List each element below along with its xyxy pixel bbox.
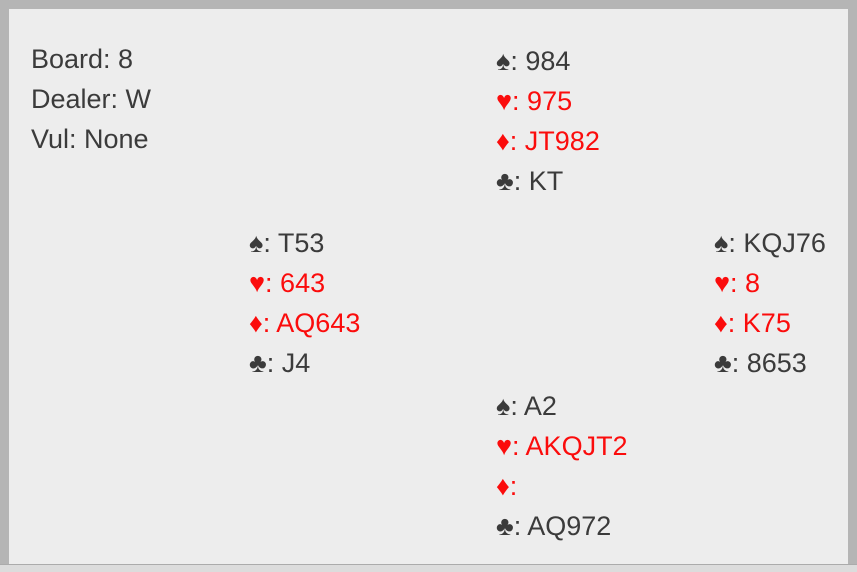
club-icon: ♣ (249, 348, 267, 378)
east-club-cards: 8653 (746, 348, 807, 378)
south-spades-line: ♠: A2 (496, 386, 628, 426)
board-number: Board: 8 (31, 44, 134, 74)
hand-east: ♠: KQJ76 ♥: 8 ♦: K75 ♣: 8653 (714, 223, 826, 383)
suit-separator: : (728, 228, 744, 258)
north-clubs-line: ♣: KT (496, 161, 600, 201)
suit-separator: : (730, 268, 746, 298)
suit-separator: : (265, 268, 281, 298)
spade-icon: ♠ (496, 46, 511, 76)
suit-separator: : (512, 431, 526, 461)
west-diamond-cards: AQ643 (276, 308, 361, 338)
suit-separator: : (513, 511, 528, 541)
west-clubs-line: ♣: J4 (249, 343, 360, 383)
hand-west: ♠: T53 ♥: 643 ♦: AQ643 ♣: J4 (249, 223, 360, 383)
north-heart-cards: 975 (527, 86, 573, 116)
club-icon: ♣ (714, 348, 732, 378)
north-hearts-line: ♥: 975 (496, 81, 600, 121)
south-club-cards: AQ972 (527, 511, 612, 541)
spade-icon: ♠ (249, 228, 264, 258)
hand-north: ♠: 984 ♥: 975 ♦: JT982 ♣: KT (496, 41, 600, 201)
east-spades-line: ♠: KQJ76 (714, 223, 826, 263)
suit-separator: : (509, 126, 525, 156)
north-spades-line: ♠: 984 (496, 41, 600, 81)
suit-separator: : (266, 348, 282, 378)
north-club-cards: KT (528, 166, 564, 196)
suit-separator: : (512, 86, 528, 116)
board-info: Board: 8 Dealer: W Vul: None (31, 39, 151, 159)
west-hearts-line: ♥: 643 (249, 263, 360, 303)
suit-separator: : (510, 46, 526, 76)
west-club-cards: J4 (281, 348, 311, 378)
north-diamond-cards: JT982 (524, 126, 600, 156)
east-clubs-line: ♣: 8653 (714, 343, 826, 383)
suit-separator: : (509, 471, 518, 501)
hand-south: ♠: A2 ♥: AKQJT2 ♦: ♣: AQ972 (496, 386, 628, 546)
north-diamonds-line: ♦: JT982 (496, 121, 600, 161)
horizontal-scrollbar[interactable] (0, 564, 857, 572)
east-diamonds-line: ♦: K75 (714, 303, 826, 343)
heart-icon: ♥ (496, 86, 513, 116)
south-clubs-line: ♣: AQ972 (496, 506, 628, 546)
south-diamonds-line: ♦: (496, 466, 628, 506)
east-heart-cards: 8 (745, 268, 761, 298)
dealer-info: Dealer: W (31, 84, 152, 114)
suit-separator: : (510, 391, 524, 421)
west-spade-cards: T53 (277, 228, 325, 258)
east-spade-cards: KQJ76 (743, 228, 826, 258)
south-spade-cards: A2 (523, 391, 557, 421)
bridge-deal-diagram: Board: 8 Dealer: W Vul: None ♠: 984 ♥: 9… (9, 9, 848, 564)
north-spade-cards: 984 (525, 46, 571, 76)
suit-separator: : (513, 166, 529, 196)
club-icon: ♣ (496, 166, 514, 196)
suit-separator: : (263, 228, 278, 258)
suit-separator: : (262, 308, 277, 338)
west-spades-line: ♠: T53 (249, 223, 360, 263)
suit-separator: : (731, 348, 747, 378)
heart-icon: ♥ (714, 268, 731, 298)
club-icon: ♣ (496, 511, 514, 541)
west-heart-cards: 643 (280, 268, 326, 298)
diamond-icon: ♦ (496, 471, 510, 501)
diamond-icon: ♦ (714, 308, 728, 338)
spade-icon: ♠ (496, 391, 511, 421)
west-diamonds-line: ♦: AQ643 (249, 303, 360, 343)
east-hearts-line: ♥: 8 (714, 263, 826, 303)
diamond-icon: ♦ (249, 308, 263, 338)
vulnerability-info: Vul: None (31, 124, 149, 154)
south-heart-cards: AKQJT2 (525, 431, 628, 461)
east-diamond-cards: K75 (742, 308, 791, 338)
suit-separator: : (727, 308, 743, 338)
spade-icon: ♠ (714, 228, 729, 258)
south-hearts-line: ♥: AKQJT2 (496, 426, 628, 466)
heart-icon: ♥ (249, 268, 266, 298)
heart-icon: ♥ (496, 431, 513, 461)
diamond-icon: ♦ (496, 126, 510, 156)
